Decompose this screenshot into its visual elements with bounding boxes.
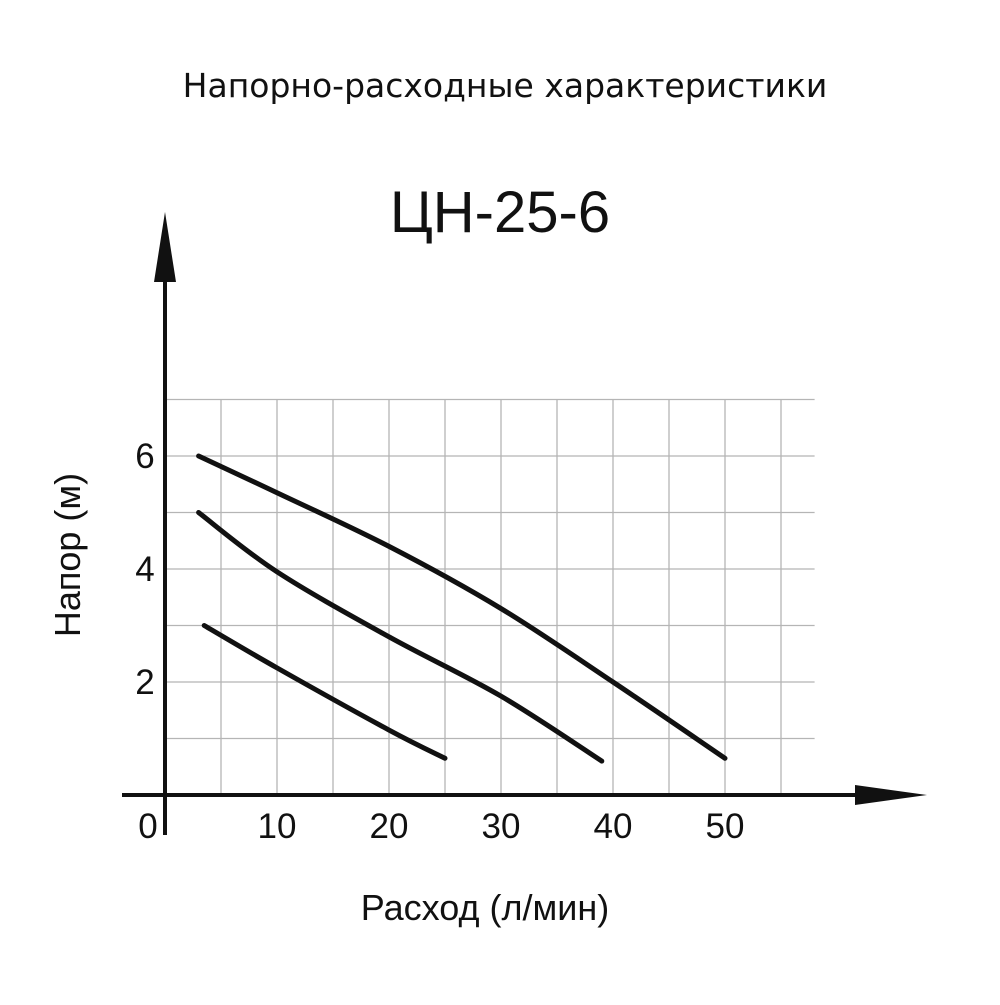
y-tick-label: 2	[135, 663, 154, 702]
y-tick-label: 6	[135, 437, 154, 476]
series-line-2	[196, 510, 605, 764]
x-tick-label: 0	[138, 807, 157, 846]
x-tick-label: 40	[594, 807, 633, 846]
x-tick-label: 30	[482, 807, 521, 846]
chart-subtitle: ЦН-25-6	[390, 180, 610, 245]
chart-title: Напорно-расходные характеристики	[183, 66, 828, 105]
series-line-3	[201, 623, 448, 761]
y-axis-arrow-icon	[154, 212, 176, 282]
x-tick-label: 20	[370, 807, 409, 846]
tick-labels: 0 10 20 30 40 50 2 4 6	[135, 437, 744, 846]
x-tick-label: 50	[706, 807, 745, 846]
axes	[122, 212, 927, 835]
x-tick-label: 10	[258, 807, 297, 846]
series-line-1	[196, 453, 728, 761]
x-axis-label: Расход (л/мин)	[361, 887, 609, 928]
y-tick-label: 4	[135, 550, 154, 589]
series-group	[196, 453, 728, 764]
grid	[165, 398, 815, 795]
x-axis-arrow-icon	[855, 785, 927, 805]
y-axis-label: Напор (м)	[47, 473, 88, 637]
